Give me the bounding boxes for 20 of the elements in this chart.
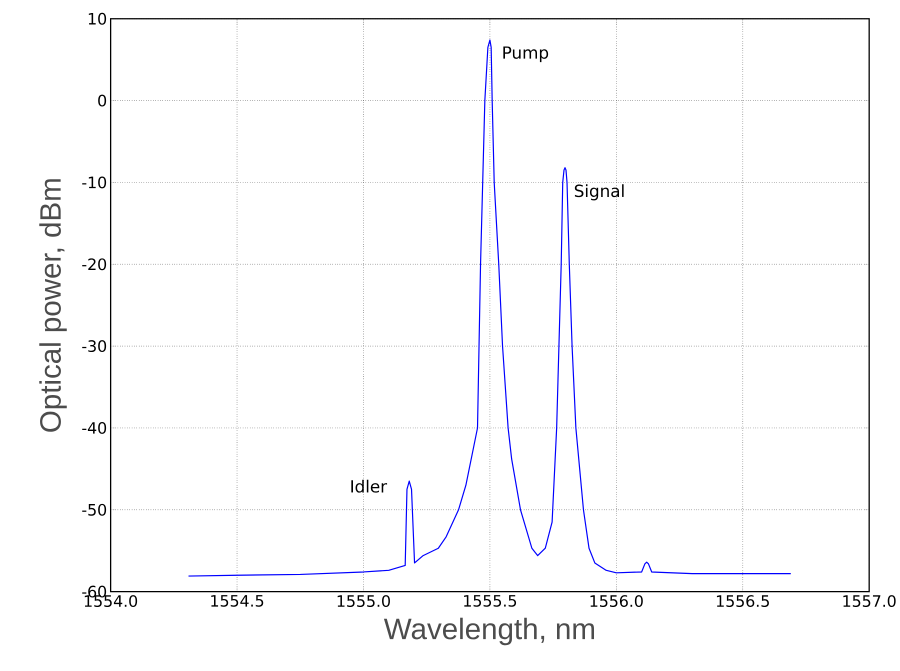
- y-tick-label: -60: [82, 586, 106, 598]
- annotation: Pump: [503, 46, 548, 62]
- x-tick-label: 1554.0: [84, 595, 138, 608]
- y-tick-label: -20: [82, 258, 106, 270]
- y-tick-label: -30: [82, 340, 106, 352]
- x-tick-label: 1557.0: [843, 595, 896, 608]
- y-tick-label: -10: [82, 176, 106, 189]
- y-tick-label: 10: [88, 12, 106, 25]
- annotation: Idler: [351, 480, 388, 493]
- x-tick-label: 1556.0: [590, 595, 643, 608]
- y-tick-label: -40: [82, 422, 106, 434]
- y-tick-label: -50: [82, 504, 106, 516]
- x-tick-label: 1555.5: [464, 595, 516, 607]
- x-tick-label: 1555.0: [338, 595, 390, 608]
- x-tick-label: 1556.5: [716, 595, 769, 608]
- y-axis-title: Optical power, dBm: [39, 179, 67, 432]
- annotation: Signal: [574, 184, 624, 201]
- x-tick-label: 1554.5: [211, 595, 264, 607]
- x-axis-title: Wavelength, nm: [384, 618, 594, 646]
- y-tick-label: 0: [98, 94, 106, 107]
